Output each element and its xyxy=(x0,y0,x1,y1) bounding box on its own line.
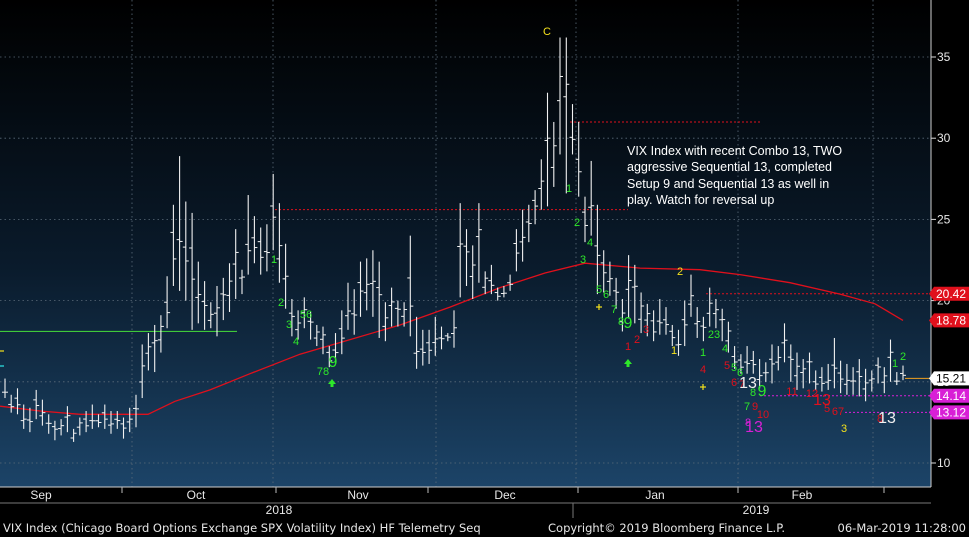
footer-bar: VIX Index (Chicago Board Options Exchang… xyxy=(0,518,969,537)
footer-timestamp: 06-Mar-2019 11:28:00 xyxy=(837,521,966,535)
x-month-label: Sep xyxy=(30,488,52,502)
price-tag-box xyxy=(929,286,969,301)
footer-title: VIX Index (Chicago Board Options Exchang… xyxy=(3,521,481,535)
gridlines xyxy=(0,0,931,487)
count-marker: 10 xyxy=(757,409,769,421)
count-marker: 13 xyxy=(813,392,831,409)
count-marker: C xyxy=(543,26,551,38)
x-month-label: Oct xyxy=(187,488,206,502)
annotation-line: VIX Index with recent Combo 13, TWO xyxy=(627,144,843,158)
y-tick-label: 25 xyxy=(937,212,951,226)
level-lines xyxy=(0,121,931,413)
count-marker: 5 xyxy=(824,403,830,415)
count-marker: 5 xyxy=(731,362,737,374)
count-marker: 13 xyxy=(739,375,757,392)
price-tag-label: 18.78 xyxy=(936,313,966,327)
count-marker: 4 xyxy=(587,237,593,249)
footer-copyright: Copyright© 2019 Bloomberg Finance L.P. xyxy=(548,521,785,535)
annotation-line: aggressive Sequential 13, completed xyxy=(627,160,832,175)
price-tags: 20.42 18.78 15.21 14.14 13.12 xyxy=(929,286,969,420)
count-marker: 3 xyxy=(580,254,586,266)
count-marker: 67 xyxy=(832,406,844,418)
price-tag-label: 13.12 xyxy=(936,405,966,419)
price-bars xyxy=(2,37,906,442)
up-arrow-icon xyxy=(328,379,336,384)
moving-average-line xyxy=(0,262,904,415)
count-marker: 4 xyxy=(293,336,299,348)
y-tick-label: 35 xyxy=(937,50,951,64)
count-marker: 9 xyxy=(758,383,767,400)
count-marker: 9 xyxy=(624,315,633,332)
count-marker: 2 xyxy=(634,334,640,346)
annotation-text: VIX Index with recent Combo 13, TWO aggr… xyxy=(627,143,867,209)
x-year-label: 2019 xyxy=(743,503,770,517)
moving-average xyxy=(0,262,904,415)
count-marker: 2 xyxy=(677,266,683,278)
count-marker: 1 xyxy=(566,183,572,195)
plot-background xyxy=(0,0,931,487)
count-marker: 23 xyxy=(708,329,720,341)
count-marker: 3 xyxy=(286,319,292,331)
count-marker: 7 xyxy=(611,304,617,316)
x-month-label: Dec xyxy=(494,488,515,502)
count-marker: 8 xyxy=(618,316,624,328)
price-tag-label: 15.21 xyxy=(936,371,966,385)
count-marker: 1 xyxy=(671,345,677,357)
count-marker: 9 xyxy=(752,401,758,413)
count-marker: 7 xyxy=(744,401,750,413)
count-marker: 1 xyxy=(700,347,706,359)
count-marker: 1 xyxy=(625,341,631,353)
count-marker: 6 xyxy=(603,289,609,301)
count-marker: 8 xyxy=(750,387,756,399)
count-marker: 1 xyxy=(271,254,277,266)
price-tag-label: 20.42 xyxy=(936,287,966,301)
count-marker: 9 xyxy=(329,354,338,371)
count-marker: 4 xyxy=(722,343,728,355)
x-month-label: Nov xyxy=(347,488,368,502)
count-marker: 78 xyxy=(317,366,329,378)
annotation-line: play. Watch for reversal up xyxy=(627,193,775,208)
count-marker: 8 xyxy=(877,413,883,425)
count-marker: 7 xyxy=(739,379,745,391)
count-marker: 2 xyxy=(574,217,580,229)
annotation-line: Setup 9 and Sequential 13 as well in xyxy=(627,176,830,191)
count-marker: 8 xyxy=(745,417,751,429)
count-marker: 12 xyxy=(806,388,818,400)
count-marker: 5 xyxy=(596,284,602,296)
y-tick-label: 30 xyxy=(937,131,951,145)
up-arrow-stem xyxy=(626,364,630,367)
price-tag-box xyxy=(929,371,969,386)
up-arrow-stem xyxy=(330,384,334,387)
price-tag-label: 14.14 xyxy=(936,389,966,403)
count-marker: 1 xyxy=(892,358,898,370)
x-month-label: Jan xyxy=(645,488,664,502)
x-year-label: 2018 xyxy=(266,503,293,517)
count-marker: 4 xyxy=(700,364,706,376)
count-marker: 2 xyxy=(278,297,284,309)
price-tag-box xyxy=(929,388,969,403)
count-marker: 13 xyxy=(745,419,763,436)
count-marker: 3 xyxy=(643,324,649,336)
y-tick-label: 10 xyxy=(937,456,951,470)
price-tag-box xyxy=(929,405,969,420)
count-marker: 6 xyxy=(737,367,743,379)
count-marker: 13 xyxy=(878,410,896,427)
x-month-label: Feb xyxy=(792,488,813,502)
count-marker: 5 xyxy=(724,360,730,372)
arrow-markers xyxy=(0,304,706,390)
up-arrow-icon xyxy=(624,359,632,364)
count-marker: 6 xyxy=(731,377,737,389)
x-axis: Sep Oct Nov Dec Jan Feb 2018 2019 xyxy=(0,486,931,518)
count-marker: 3 xyxy=(841,423,847,435)
price-tag-box xyxy=(929,313,969,328)
count-marker: 56 xyxy=(300,309,312,321)
count-marker: 11 xyxy=(786,386,797,398)
count-marker: 2 xyxy=(900,351,906,363)
